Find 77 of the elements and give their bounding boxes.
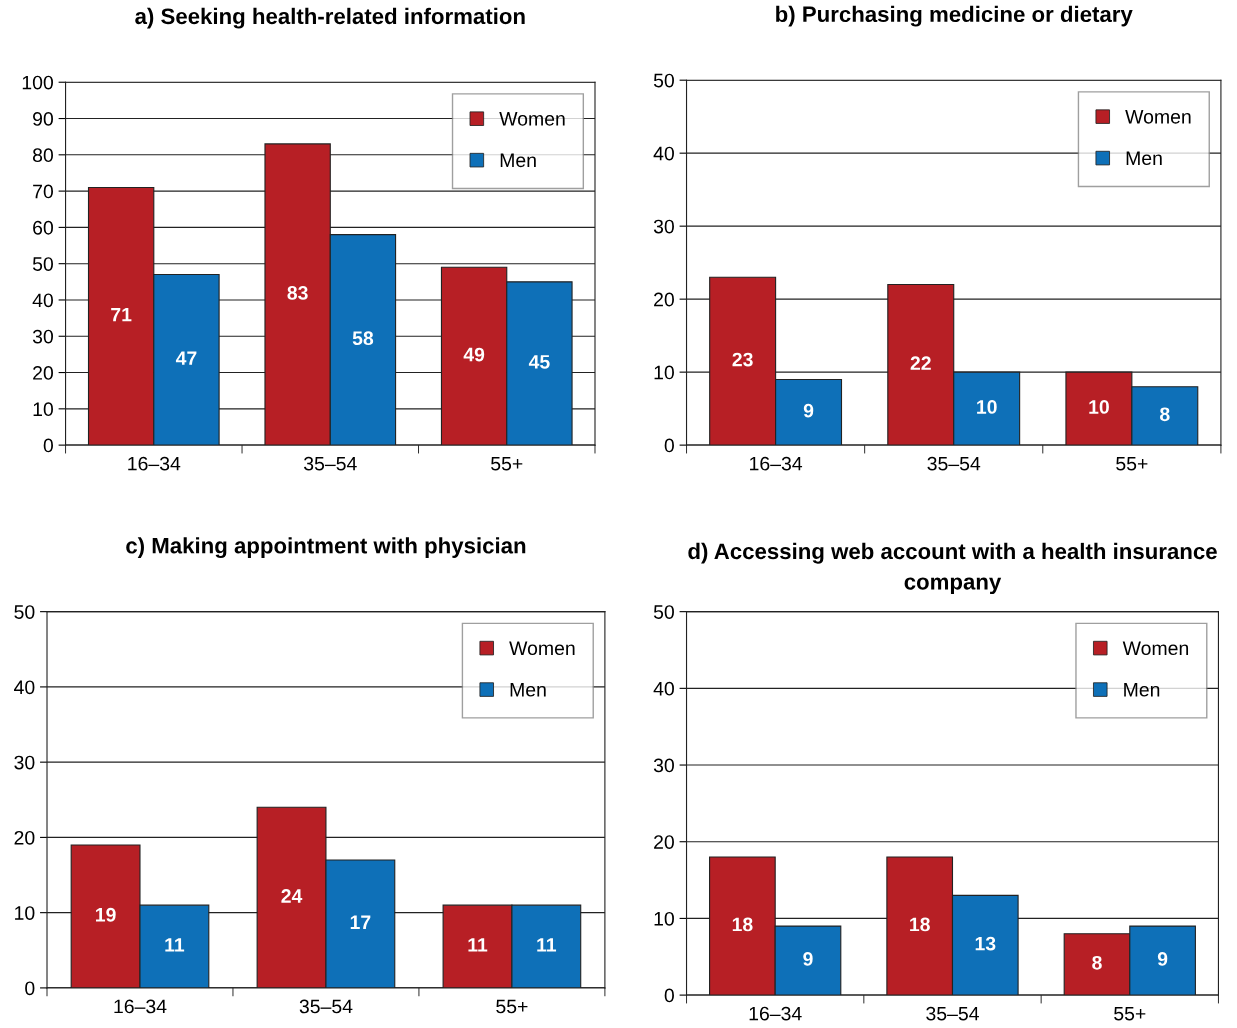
legend-label: Men — [1124, 683, 1160, 697]
y-tick-label: 60 — [33, 220, 53, 235]
y-tick-label: 30 — [653, 219, 674, 234]
data-label: 11 — [468, 938, 488, 952]
y-tick-label: 10 — [654, 365, 674, 380]
data-label: 17 — [350, 915, 371, 929]
y-tick-label: 0 — [43, 438, 53, 453]
data-label: 9 — [803, 403, 814, 418]
y-tick-label: 40 — [653, 146, 674, 161]
y-tick-label: 100 — [22, 75, 53, 90]
data-label: 58 — [352, 331, 374, 346]
x-tick-label: 16–34 — [128, 456, 181, 471]
data-label: 23 — [732, 352, 753, 367]
x-tick-label: 55+ — [1114, 1006, 1146, 1021]
y-tick-label: 20 — [654, 292, 674, 307]
y-tick-label: 50 — [14, 605, 35, 619]
x-tick-label: 16–34 — [749, 1006, 802, 1021]
data-label: 49 — [463, 347, 485, 362]
legend-label: Women — [1125, 110, 1191, 124]
y-tick-label: 40 — [32, 293, 53, 308]
data-label: 19 — [96, 907, 116, 922]
y-tick-label: 70 — [33, 184, 53, 199]
data-label: 11 — [537, 938, 557, 952]
data-label: 8 — [1092, 955, 1102, 970]
data-label: 22 — [910, 356, 931, 370]
y-tick-label: 10 — [33, 402, 53, 417]
legend-label: Women — [499, 112, 565, 126]
data-label: 83 — [287, 285, 308, 300]
data-label: 47 — [175, 351, 197, 365]
y-tick-label: 20 — [14, 830, 35, 845]
x-tick-label: 35–54 — [299, 999, 353, 1014]
data-label: 18 — [910, 917, 930, 932]
y-tick-label: 20 — [33, 366, 53, 380]
x-tick-label: 35–54 — [926, 1006, 979, 1021]
data-label: 71 — [111, 307, 132, 322]
x-tick-label: 16–34 — [750, 456, 803, 471]
data-label: 9 — [803, 952, 813, 966]
data-label: 10 — [1089, 400, 1109, 414]
chart-title: d) Accessing web account with a health insurance company — [688, 542, 1217, 595]
legend-label: Men — [510, 683, 546, 697]
y-tick-label: 50 — [32, 257, 53, 271]
y-tick-label: 0 — [25, 981, 35, 996]
chart-title: b) Purchasing medicine or dietary — [776, 5, 1133, 27]
data-label: 8 — [1160, 407, 1170, 422]
chart-title: c) Making appointment with physician — [126, 537, 526, 559]
y-tick-label: 40 — [14, 680, 35, 695]
chart-title: a) Seeking health-related information — [135, 7, 525, 29]
y-tick-label: 90 — [33, 112, 53, 126]
x-tick-label: 35–54 — [927, 456, 981, 471]
data-label: 45 — [528, 355, 550, 369]
y-tick-label: 50 — [653, 605, 674, 619]
data-label: 9 — [1157, 952, 1168, 966]
x-tick-label: 16–34 — [114, 999, 167, 1014]
data-label: 11 — [165, 938, 185, 952]
y-tick-label: 20 — [654, 835, 674, 849]
y-tick-label: 30 — [14, 755, 35, 770]
y-tick-label: 10 — [15, 906, 35, 920]
y-tick-label: 10 — [654, 911, 674, 926]
legend-label: Men — [500, 153, 536, 168]
x-tick-label: 55+ — [491, 456, 523, 471]
y-tick-label: 30 — [32, 329, 53, 344]
y-tick-label: 50 — [653, 73, 674, 88]
data-label: 10 — [977, 400, 997, 414]
x-tick-label: 35–54 — [303, 456, 357, 471]
y-tick-label: 0 — [664, 438, 674, 453]
legend-label: Women — [1122, 641, 1189, 656]
y-tick-label: 40 — [653, 681, 674, 696]
y-tick-label: 0 — [664, 988, 674, 1003]
x-tick-label: 55+ — [1116, 456, 1148, 471]
data-label: 13 — [975, 936, 996, 951]
legend-label: Men — [1126, 151, 1162, 166]
legend-label: Women — [509, 641, 575, 656]
data-label: 24 — [281, 889, 303, 903]
y-tick-label: 30 — [653, 758, 674, 773]
x-tick-label: 55+ — [496, 999, 528, 1014]
y-tick-label: 80 — [32, 148, 53, 163]
data-label: 18 — [732, 917, 753, 932]
